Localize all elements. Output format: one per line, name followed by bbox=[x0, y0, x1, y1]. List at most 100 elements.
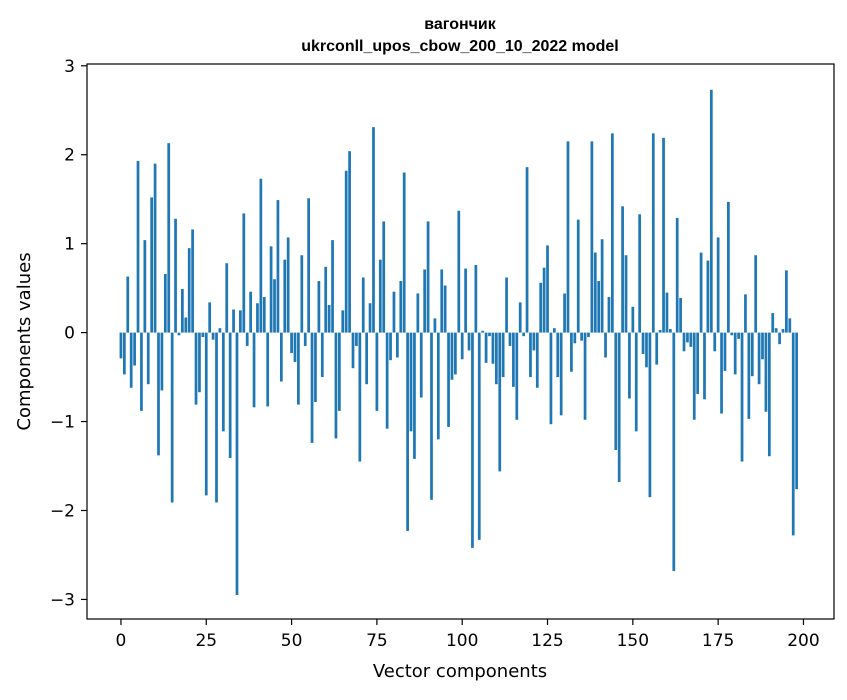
bar bbox=[655, 332, 659, 365]
bar bbox=[436, 332, 440, 440]
bar bbox=[365, 332, 369, 385]
bar bbox=[341, 310, 345, 333]
bar bbox=[525, 167, 529, 333]
bar bbox=[675, 217, 679, 333]
bar bbox=[621, 206, 624, 333]
y-tick-label: 1 bbox=[64, 235, 75, 255]
bar bbox=[679, 297, 682, 333]
bar bbox=[665, 292, 669, 333]
bar bbox=[488, 332, 491, 337]
bar bbox=[143, 240, 147, 333]
bar bbox=[276, 200, 280, 333]
bar bbox=[235, 332, 239, 595]
chart-title-line-2: ukrconll_upos_cbow_200_10_2022 model bbox=[301, 38, 618, 55]
bars bbox=[119, 89, 798, 595]
bar bbox=[638, 214, 642, 333]
bar bbox=[228, 332, 232, 459]
bar bbox=[269, 246, 273, 333]
bar bbox=[556, 332, 560, 378]
bar bbox=[140, 332, 143, 411]
bar bbox=[501, 332, 505, 378]
bar bbox=[498, 332, 502, 472]
bar bbox=[409, 332, 413, 432]
bar bbox=[443, 285, 447, 333]
bar bbox=[628, 332, 631, 399]
bar bbox=[419, 332, 423, 398]
y-tick-label: −2 bbox=[50, 501, 75, 521]
bar bbox=[303, 332, 307, 346]
bar bbox=[385, 332, 389, 429]
bar bbox=[546, 245, 549, 333]
x-tick-label: 75 bbox=[366, 631, 388, 651]
bar bbox=[699, 252, 703, 333]
bar bbox=[283, 259, 287, 333]
x-tick-label: 0 bbox=[116, 631, 127, 651]
bar bbox=[372, 127, 375, 333]
bar bbox=[515, 332, 519, 420]
bar bbox=[672, 332, 676, 571]
bar bbox=[522, 332, 525, 337]
bar bbox=[211, 332, 215, 340]
bar bbox=[573, 332, 577, 344]
bar bbox=[781, 329, 785, 333]
bar bbox=[624, 255, 628, 333]
bar bbox=[631, 306, 635, 333]
bar bbox=[259, 178, 263, 333]
bar bbox=[136, 160, 140, 333]
bar bbox=[150, 197, 154, 333]
bar bbox=[641, 332, 645, 354]
bar bbox=[208, 302, 212, 333]
bar bbox=[174, 218, 177, 333]
bar bbox=[396, 332, 399, 358]
bar bbox=[785, 270, 788, 333]
bar bbox=[477, 332, 481, 540]
bar bbox=[795, 332, 798, 490]
bar bbox=[440, 269, 444, 333]
bar bbox=[447, 332, 450, 427]
bar bbox=[290, 332, 293, 354]
bar bbox=[491, 332, 495, 364]
bar bbox=[320, 332, 324, 378]
bar bbox=[300, 255, 304, 333]
bar bbox=[457, 210, 461, 333]
bar bbox=[696, 332, 700, 394]
bar bbox=[392, 291, 396, 333]
bar bbox=[406, 332, 409, 531]
x-axis-label: Vector components bbox=[373, 661, 547, 682]
bar bbox=[658, 329, 662, 333]
bar bbox=[460, 332, 464, 360]
bar bbox=[426, 221, 430, 333]
bar bbox=[761, 332, 764, 360]
bar bbox=[242, 213, 246, 333]
bar bbox=[314, 332, 317, 402]
bar bbox=[580, 332, 584, 341]
y-tick-label: 2 bbox=[64, 146, 75, 166]
bar bbox=[518, 302, 522, 333]
bar bbox=[634, 332, 638, 432]
bar bbox=[297, 332, 300, 405]
bar bbox=[552, 328, 556, 333]
y-tick-label: −3 bbox=[50, 590, 75, 610]
x-tick-label: 125 bbox=[531, 631, 563, 651]
bar bbox=[324, 266, 328, 333]
bar bbox=[709, 89, 713, 333]
y-tick-label: 3 bbox=[64, 57, 75, 77]
bar bbox=[293, 332, 297, 362]
bar bbox=[399, 281, 403, 333]
bar bbox=[334, 332, 338, 439]
bar bbox=[662, 137, 665, 333]
bar bbox=[682, 332, 686, 352]
bar bbox=[348, 151, 351, 333]
bar bbox=[791, 332, 795, 536]
bar bbox=[481, 330, 485, 333]
bar bbox=[126, 276, 130, 333]
bar bbox=[317, 281, 321, 333]
x-tick-label: 200 bbox=[787, 631, 819, 651]
bar bbox=[590, 141, 594, 333]
bar bbox=[361, 277, 365, 333]
bar bbox=[389, 332, 392, 361]
x-tick-label: 100 bbox=[446, 631, 478, 651]
bar bbox=[505, 277, 508, 333]
chart-title-line-1: вагончик bbox=[424, 16, 497, 33]
